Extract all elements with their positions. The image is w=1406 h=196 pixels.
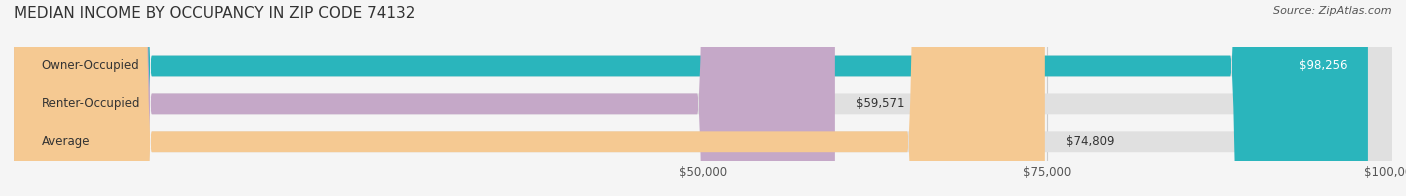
Text: Owner-Occupied: Owner-Occupied (42, 60, 139, 73)
Text: Renter-Occupied: Renter-Occupied (42, 97, 141, 110)
Text: $98,256: $98,256 (1299, 60, 1347, 73)
FancyBboxPatch shape (14, 0, 1392, 196)
FancyBboxPatch shape (14, 0, 1392, 196)
FancyBboxPatch shape (14, 0, 835, 196)
Text: MEDIAN INCOME BY OCCUPANCY IN ZIP CODE 74132: MEDIAN INCOME BY OCCUPANCY IN ZIP CODE 7… (14, 6, 415, 21)
Text: Average: Average (42, 135, 90, 148)
Text: $59,571: $59,571 (855, 97, 904, 110)
FancyBboxPatch shape (14, 0, 1392, 196)
Text: Source: ZipAtlas.com: Source: ZipAtlas.com (1274, 6, 1392, 16)
FancyBboxPatch shape (14, 0, 1045, 196)
FancyBboxPatch shape (14, 0, 1368, 196)
Text: $74,809: $74,809 (1066, 135, 1114, 148)
